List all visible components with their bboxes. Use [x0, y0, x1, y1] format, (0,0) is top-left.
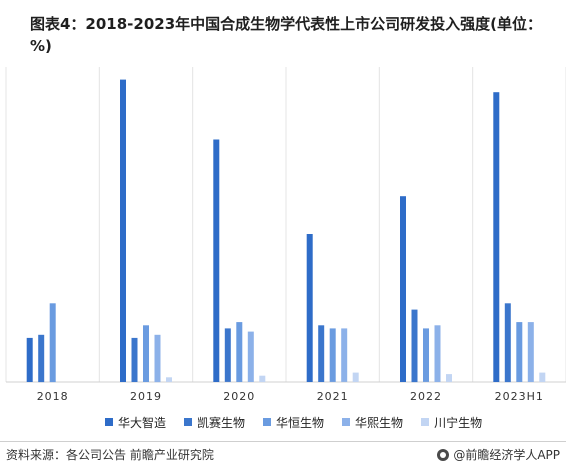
x-tick-label: 2018 — [37, 390, 69, 403]
bar-2023H1-4 — [539, 372, 546, 382]
bar-2019-3 — [154, 334, 161, 383]
bar-2018-2 — [49, 303, 56, 383]
legend-label: 川宁生物 — [434, 415, 483, 430]
brand-credit: @前瞻经济学人APP — [437, 446, 560, 463]
footer-divider — [0, 441, 566, 442]
legend-label: 华大智造 — [118, 415, 167, 430]
x-tick-label: 2019 — [130, 390, 162, 403]
legend-label: 华熙生物 — [355, 415, 404, 430]
brand-logo-icon — [437, 448, 450, 461]
x-tick-label: 2022 — [410, 390, 442, 403]
chart-title: 图表4：2018-2023年中国合成生物学代表性上市公司研发投入强度(单位：%) — [30, 15, 543, 55]
bar-2018-1 — [38, 334, 45, 383]
legend-swatch — [184, 418, 193, 426]
bar-2021-4 — [352, 372, 359, 382]
bar-2019-2 — [143, 325, 149, 382]
bar-2020-2 — [236, 322, 243, 382]
legend-item-4: 川宁生物 — [421, 414, 482, 431]
bar-2019-1 — [131, 337, 138, 382]
source-note: 资料来源：各公司公告 前瞻产业研究院 — [6, 448, 214, 462]
legend-label: 华恒生物 — [276, 415, 325, 430]
legend-swatch — [342, 418, 351, 426]
bar-2022-4 — [446, 374, 452, 382]
x-tick-label: 2020 — [223, 390, 255, 403]
legend-swatch — [421, 418, 430, 426]
legend-item-1: 凯赛生物 — [184, 414, 245, 431]
bar-2019-4 — [166, 377, 172, 382]
brand-label: @前瞻经济学人APP — [453, 448, 560, 462]
bar-2023H1-1 — [504, 303, 511, 383]
bar-2020-3 — [247, 331, 254, 382]
bar-2021-1 — [318, 325, 325, 382]
bar-2022-2 — [423, 328, 429, 382]
bar-2023H1-0 — [493, 92, 500, 382]
bar-2021-3 — [341, 328, 348, 382]
bar-2019-0 — [120, 79, 126, 382]
bar-2023H1-3 — [527, 322, 534, 382]
chart-legend: 华大智造 凯赛生物 华恒生物 华熙生物 川宁生物 — [105, 414, 500, 430]
bar-2020-4 — [259, 375, 266, 382]
bar-2018-0 — [26, 337, 33, 382]
legend-label: 凯赛生物 — [197, 415, 246, 430]
bar-2020-0 — [213, 139, 220, 382]
legend-swatch — [105, 418, 113, 426]
bar-2020-1 — [224, 328, 231, 382]
legend-item-0: 华大智造 — [105, 414, 166, 431]
bar-2022-0 — [400, 196, 406, 382]
bar-2022-3 — [434, 325, 441, 382]
legend-item-3: 华熙生物 — [342, 414, 403, 431]
bar-2021-0 — [306, 234, 313, 382]
bar-2022-1 — [411, 309, 418, 383]
bar-2021-2 — [329, 328, 336, 382]
x-tick-label: 2023H1 — [495, 390, 544, 403]
legend-item-2: 华恒生物 — [263, 414, 324, 431]
bar-2023H1-2 — [516, 322, 523, 382]
x-tick-label: 2021 — [317, 390, 349, 403]
legend-swatch — [263, 418, 272, 426]
